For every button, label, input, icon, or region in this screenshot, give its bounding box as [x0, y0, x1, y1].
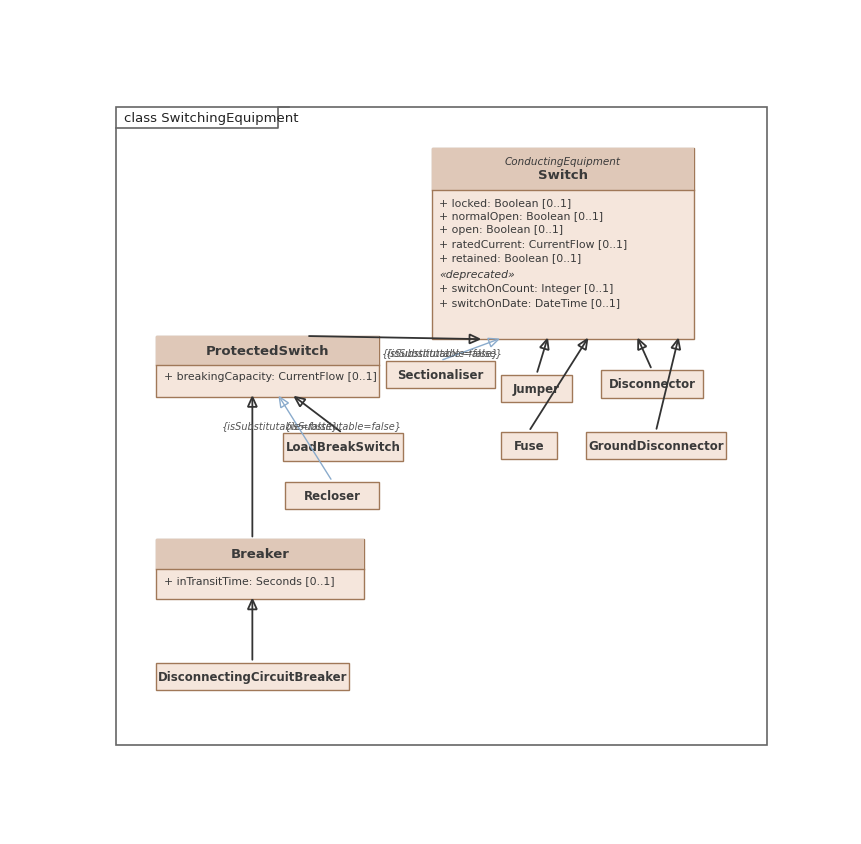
Text: Recloser: Recloser	[304, 489, 361, 502]
Text: LoadBreakSwitch: LoadBreakSwitch	[285, 441, 400, 454]
Bar	[156, 337, 379, 365]
Text: Disconnector: Disconnector	[608, 378, 695, 391]
Text: Fuse: Fuse	[513, 440, 543, 452]
Text: {isSubstitutable=false}: {isSubstitutable=false}	[284, 420, 401, 430]
Text: Jumper: Jumper	[512, 382, 560, 395]
Text: + locked: Boolean [0..1]: + locked: Boolean [0..1]	[439, 197, 571, 208]
Text: + inTransitTime: Seconds [0..1]: + inTransitTime: Seconds [0..1]	[164, 575, 334, 585]
Text: + normalOpen: Boolean [0..1]: + normalOpen: Boolean [0..1]	[439, 211, 603, 221]
Text: GroundDisconnector: GroundDisconnector	[587, 440, 722, 452]
Text: Sectionaliser: Sectionaliser	[397, 369, 483, 381]
Text: + breakingCapacity: CurrentFlow [0..1]: + breakingCapacity: CurrentFlow [0..1]	[164, 372, 376, 382]
Bar	[156, 337, 379, 398]
Text: + switchOnDate: DateTime [0..1]: + switchOnDate: DateTime [0..1]	[439, 297, 620, 307]
Bar	[156, 663, 348, 690]
Text: Breaker: Breaker	[231, 548, 289, 560]
Bar	[285, 482, 379, 509]
Text: {isSubstitutable=false}: {isSubstitutable=false}	[381, 349, 499, 358]
Text: + retained: Boolean [0..1]: + retained: Boolean [0..1]	[439, 253, 581, 262]
Text: {isSubstitutable=false}: {isSubstitutable=false}	[385, 349, 502, 358]
Bar	[385, 361, 494, 389]
Text: ConductingEquipment: ConductingEquipment	[504, 157, 620, 166]
Text: DisconnectingCircuitBreaker: DisconnectingCircuitBreaker	[158, 670, 347, 683]
Text: class SwitchingEquipment: class SwitchingEquipment	[124, 111, 298, 125]
Bar	[282, 434, 402, 461]
Text: {isSubstitutable=false}: {isSubstitutable=false}	[221, 420, 338, 430]
Bar	[600, 371, 702, 398]
Bar	[156, 539, 363, 599]
Text: Switch: Switch	[537, 169, 587, 182]
Bar	[585, 432, 725, 460]
Text: + ratedCurrent: CurrentFlow [0..1]: + ratedCurrent: CurrentFlow [0..1]	[439, 239, 627, 249]
Text: + switchOnCount: Integer [0..1]: + switchOnCount: Integer [0..1]	[439, 284, 613, 294]
Text: «deprecated»: «deprecated»	[439, 270, 515, 279]
Bar	[500, 375, 571, 403]
Text: + open: Boolean [0..1]: + open: Boolean [0..1]	[439, 225, 563, 235]
Bar	[500, 432, 556, 460]
Bar	[431, 149, 693, 339]
Text: ProtectedSwitch: ProtectedSwitch	[206, 344, 329, 358]
Bar	[431, 149, 693, 192]
Bar	[156, 539, 363, 569]
